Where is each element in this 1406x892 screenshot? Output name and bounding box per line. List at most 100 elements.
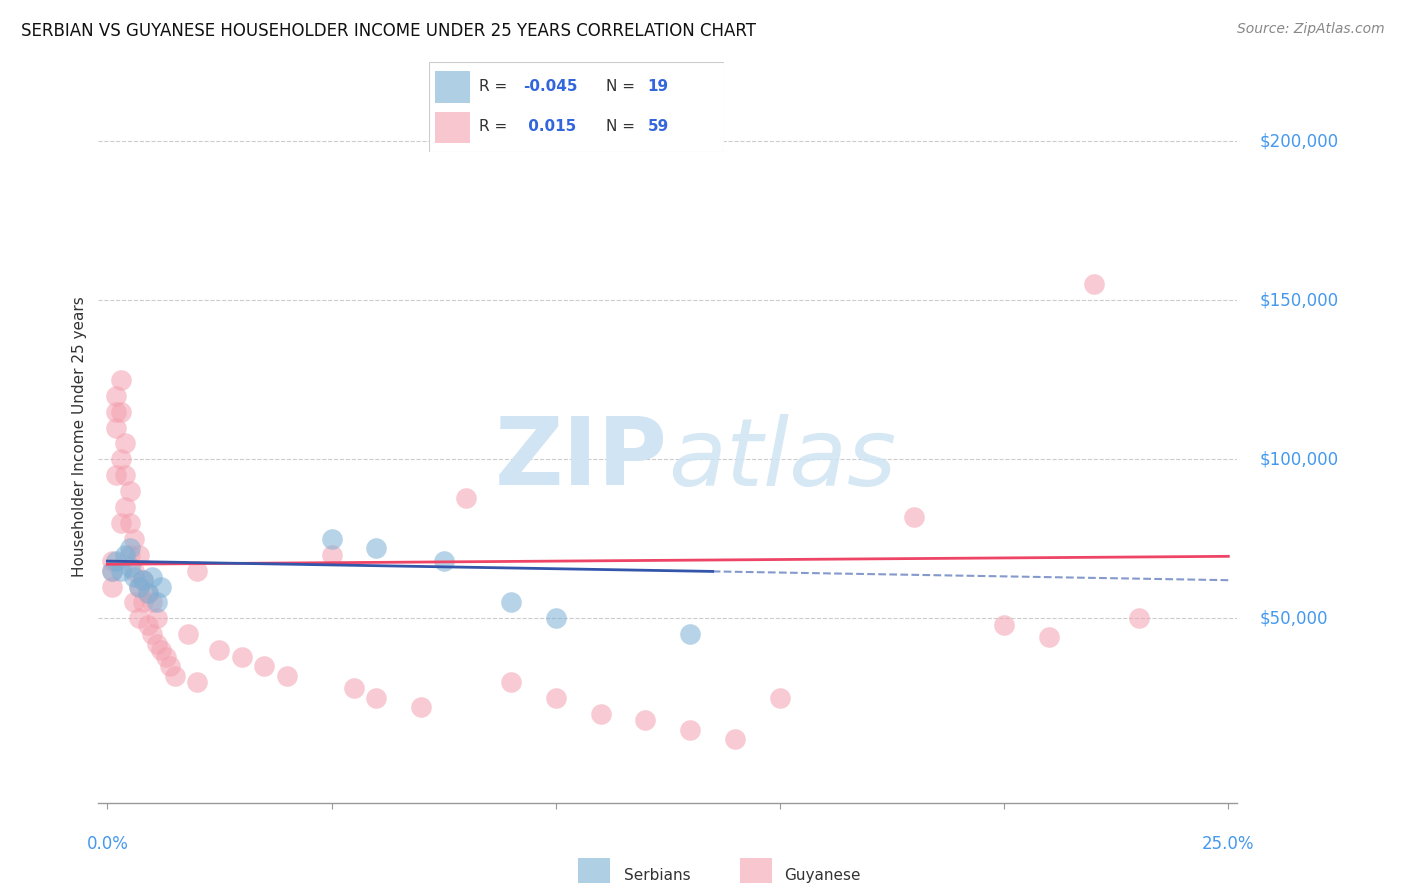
- Point: [124, 570, 146, 584]
- Point: [276, 668, 298, 682]
- Text: -0.045: -0.045: [523, 79, 578, 94]
- Point: [132, 573, 155, 587]
- Point: [1128, 611, 1150, 625]
- Point: [128, 580, 150, 594]
- Point: [163, 668, 186, 682]
- Point: [321, 532, 343, 546]
- Text: Serbians: Serbians: [624, 869, 690, 883]
- Text: ZIP: ZIP: [495, 413, 668, 505]
- Point: [114, 548, 136, 562]
- Point: [1038, 631, 1060, 645]
- Point: [118, 560, 141, 574]
- Point: [114, 468, 136, 483]
- Text: 25.0%: 25.0%: [1202, 835, 1254, 853]
- Point: [128, 548, 150, 562]
- Point: [343, 681, 366, 696]
- Point: [105, 404, 128, 418]
- Point: [124, 595, 146, 609]
- Point: [110, 516, 132, 530]
- Point: [141, 570, 163, 584]
- Point: [145, 637, 167, 651]
- Point: [253, 659, 276, 673]
- Point: [411, 700, 433, 714]
- Point: [141, 627, 163, 641]
- Text: 19: 19: [647, 79, 668, 94]
- Text: SERBIAN VS GUYANESE HOUSEHOLDER INCOME UNDER 25 YEARS CORRELATION CHART: SERBIAN VS GUYANESE HOUSEHOLDER INCOME U…: [21, 22, 756, 40]
- Point: [454, 491, 477, 505]
- Text: $50,000: $50,000: [1260, 609, 1329, 627]
- Point: [159, 659, 181, 673]
- Point: [141, 595, 163, 609]
- Point: [544, 611, 567, 625]
- Point: [128, 580, 150, 594]
- Point: [679, 723, 702, 737]
- Point: [177, 627, 200, 641]
- Text: $200,000: $200,000: [1260, 132, 1339, 151]
- Text: R =: R =: [479, 120, 512, 134]
- Point: [366, 541, 388, 556]
- Point: [186, 675, 208, 690]
- Point: [105, 468, 128, 483]
- Point: [124, 564, 146, 578]
- Point: [132, 595, 155, 609]
- Point: [114, 436, 136, 450]
- Point: [118, 516, 141, 530]
- Point: [136, 586, 159, 600]
- Text: $150,000: $150,000: [1260, 292, 1339, 310]
- Text: $100,000: $100,000: [1260, 450, 1339, 468]
- Text: N =: N =: [606, 79, 640, 94]
- Text: 0.015: 0.015: [523, 120, 576, 134]
- Text: Guyanese: Guyanese: [785, 869, 860, 883]
- Text: atlas: atlas: [668, 414, 896, 505]
- Point: [124, 532, 146, 546]
- Point: [634, 713, 657, 727]
- Point: [118, 484, 141, 499]
- Point: [128, 611, 150, 625]
- Point: [366, 690, 388, 705]
- Point: [136, 586, 159, 600]
- Point: [186, 564, 208, 578]
- Point: [101, 564, 124, 578]
- Text: N =: N =: [606, 120, 640, 134]
- Point: [769, 690, 792, 705]
- Point: [105, 420, 128, 434]
- Point: [231, 649, 253, 664]
- Point: [110, 564, 132, 578]
- Point: [114, 500, 136, 514]
- Point: [132, 573, 155, 587]
- Point: [499, 595, 522, 609]
- Point: [208, 643, 231, 657]
- Text: 59: 59: [647, 120, 669, 134]
- Point: [903, 509, 925, 524]
- Point: [499, 675, 522, 690]
- Point: [136, 617, 159, 632]
- Point: [589, 706, 612, 721]
- Text: Source: ZipAtlas.com: Source: ZipAtlas.com: [1237, 22, 1385, 37]
- Point: [724, 732, 747, 747]
- Point: [993, 617, 1015, 632]
- Text: R =: R =: [479, 79, 512, 94]
- Point: [1083, 277, 1105, 292]
- Y-axis label: Householder Income Under 25 years: Householder Income Under 25 years: [72, 297, 87, 577]
- Point: [110, 452, 132, 467]
- Point: [321, 548, 343, 562]
- Point: [110, 373, 132, 387]
- Point: [110, 404, 132, 418]
- Point: [145, 595, 167, 609]
- Bar: [434, 112, 470, 143]
- Point: [150, 580, 173, 594]
- Point: [118, 548, 141, 562]
- Point: [433, 554, 456, 568]
- Point: [155, 649, 177, 664]
- Point: [101, 554, 124, 568]
- Bar: [434, 71, 470, 103]
- Point: [679, 627, 702, 641]
- Text: 0.0%: 0.0%: [86, 835, 128, 853]
- Point: [145, 611, 167, 625]
- Point: [544, 690, 567, 705]
- Point: [150, 643, 173, 657]
- Point: [101, 580, 124, 594]
- Point: [118, 541, 141, 556]
- Point: [105, 389, 128, 403]
- Point: [101, 564, 124, 578]
